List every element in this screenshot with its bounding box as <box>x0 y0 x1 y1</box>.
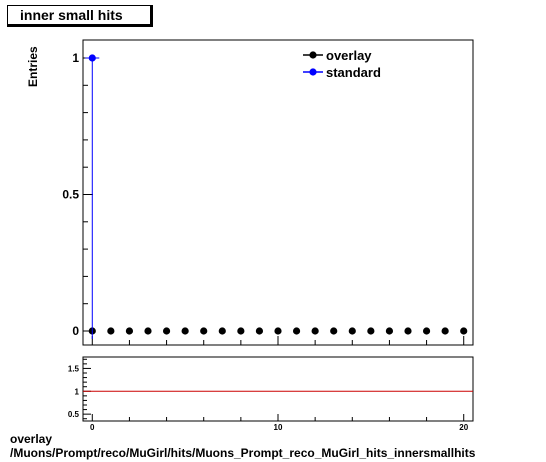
legend-label-overlay: overlay <box>326 48 372 63</box>
overlay-point <box>367 327 375 335</box>
overlay-point <box>218 327 226 335</box>
overlay-point <box>441 327 449 335</box>
overlay-point <box>330 327 338 335</box>
ratio-y-tick-label: 0.5 <box>68 410 80 419</box>
chart-title: inner small hits <box>20 7 123 23</box>
ratio-plot-frame <box>82 356 474 422</box>
ratio-y-tick-label: 1.5 <box>68 364 80 373</box>
overlay-point <box>385 327 394 335</box>
overlay-point <box>274 327 282 335</box>
overlay-point <box>311 327 319 335</box>
overlay-point <box>181 327 189 335</box>
y-tick-label: 0 <box>72 324 79 338</box>
footer-line-1: overlay <box>10 432 53 446</box>
overlay-point <box>237 327 245 335</box>
ratio-x-tick-label: 10 <box>274 423 283 432</box>
overlay-point <box>460 327 468 335</box>
overlay-point <box>422 327 431 335</box>
overlay-point <box>200 327 208 335</box>
y-tick-label: 1 <box>72 51 79 65</box>
overlay-point <box>144 327 152 335</box>
overlay-point <box>292 327 301 335</box>
legend-marker-overlay <box>309 51 317 59</box>
main-plot-frame <box>82 39 474 346</box>
ratio-y-tick-label: 1 <box>75 387 80 396</box>
legend-label-standard: standard <box>326 65 381 80</box>
y-axis-label: Entries <box>26 46 40 87</box>
ratio-x-tick-label: 0 <box>90 423 95 432</box>
overlay-point <box>125 327 134 335</box>
overlay-point <box>404 327 412 335</box>
overlay-point <box>255 327 264 335</box>
title-box: inner small hits <box>7 5 153 27</box>
overlay-point <box>348 327 356 335</box>
ratio-x-tick-label: 20 <box>459 423 468 432</box>
y-tick-label: 0.5 <box>62 188 79 202</box>
legend-marker-standard <box>309 68 317 76</box>
overlay-point <box>162 327 171 335</box>
footer-line-2: /Muons/Prompt/reco/MuGirl/hits/Muons_Pro… <box>10 446 476 460</box>
overlay-point <box>107 327 115 335</box>
standard-point <box>88 54 96 62</box>
